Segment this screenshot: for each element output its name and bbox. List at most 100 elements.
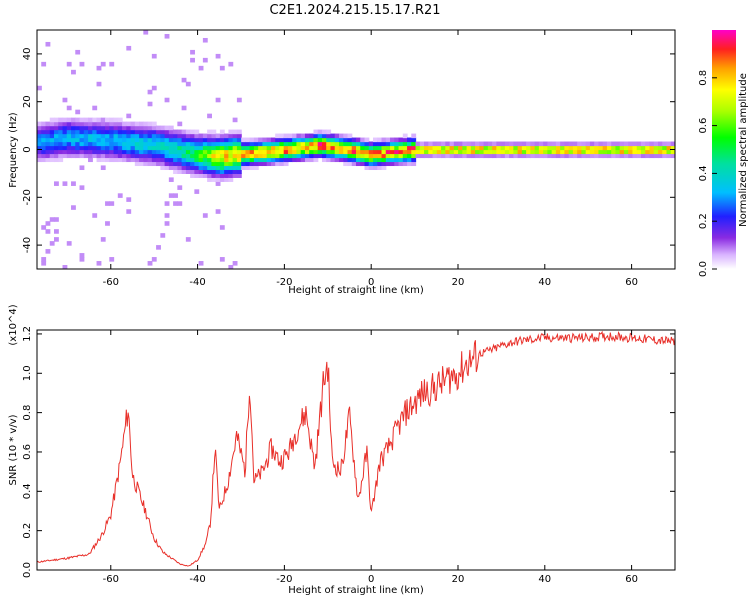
heatmap-cell bbox=[185, 141, 191, 147]
heatmap-cell bbox=[373, 161, 378, 167]
heatmap-cell bbox=[58, 133, 64, 139]
heatmap-cell bbox=[262, 145, 268, 151]
heatmap-cell bbox=[296, 137, 302, 143]
heatmap-cell bbox=[283, 161, 289, 167]
heatmap-cell bbox=[657, 149, 663, 155]
heatmap-cell bbox=[598, 141, 604, 147]
heatmap-cell bbox=[79, 137, 85, 143]
heatmap-cell bbox=[500, 149, 506, 155]
heatmap-cell bbox=[71, 69, 76, 75]
heatmap-cell bbox=[309, 141, 315, 147]
heatmap-cell bbox=[640, 141, 646, 147]
heatmap-cell bbox=[253, 153, 259, 159]
heatmap-cell bbox=[215, 145, 221, 151]
heatmap-cell bbox=[117, 141, 123, 147]
heatmap-cell bbox=[181, 129, 187, 135]
heatmap-cell bbox=[236, 137, 242, 143]
heatmap-cell bbox=[190, 49, 195, 55]
heatmap-cell bbox=[623, 145, 629, 151]
heatmap-cell bbox=[58, 149, 64, 155]
heatmap-cell bbox=[228, 169, 234, 174]
heatmap-cell bbox=[381, 141, 387, 147]
heatmap-cell bbox=[475, 153, 480, 159]
heatmap-cell bbox=[88, 157, 93, 163]
heatmap-cell bbox=[173, 141, 178, 147]
heatmap-cell bbox=[215, 133, 221, 139]
heatmap-cell bbox=[640, 149, 646, 155]
y-tick-label: 0 bbox=[22, 146, 33, 152]
heatmap-cell bbox=[49, 117, 55, 123]
heatmap-cell bbox=[449, 145, 455, 151]
heatmap-cell bbox=[330, 149, 336, 155]
heatmap-cell bbox=[151, 129, 157, 135]
heatmap-cell bbox=[190, 165, 195, 171]
heatmap-cell bbox=[41, 257, 47, 262]
heatmap-cell bbox=[287, 137, 293, 143]
heatmap-cell bbox=[207, 113, 212, 119]
heatmap-cell bbox=[266, 153, 272, 159]
heatmap-cell bbox=[45, 149, 51, 155]
heatmap-cell bbox=[606, 145, 612, 151]
heatmap-cell bbox=[262, 161, 268, 167]
heatmap-cell bbox=[96, 153, 102, 159]
heatmap-cell bbox=[632, 145, 638, 151]
heatmap-cell bbox=[279, 153, 285, 159]
heatmap-cell bbox=[100, 137, 106, 143]
heatmap-cell bbox=[245, 161, 251, 167]
heatmap-cell bbox=[96, 145, 102, 151]
heatmap-cell bbox=[483, 141, 489, 147]
heatmap-cell bbox=[636, 149, 642, 155]
heatmap-cell bbox=[666, 141, 672, 147]
heatmap-cell bbox=[577, 149, 583, 155]
heatmap-cell bbox=[551, 145, 557, 151]
heatmap-cell bbox=[62, 129, 68, 135]
heatmap-cell bbox=[326, 133, 332, 139]
heatmap-cell bbox=[347, 133, 353, 139]
heatmap-cell bbox=[534, 149, 540, 155]
heatmap-cell bbox=[509, 141, 514, 147]
heatmap-cell bbox=[100, 141, 106, 147]
heatmap-cell bbox=[54, 181, 59, 186]
heatmap-cell bbox=[105, 129, 110, 135]
heatmap-cell bbox=[79, 257, 85, 262]
heatmap-cell bbox=[245, 141, 251, 147]
heatmap-cell bbox=[236, 97, 242, 103]
heatmap-cell bbox=[330, 157, 336, 163]
heatmap-cell bbox=[58, 157, 64, 163]
heatmap-cell bbox=[134, 137, 140, 143]
heatmap-cell bbox=[594, 149, 600, 155]
x-tick-label: -20 bbox=[276, 574, 292, 585]
x-tick-label: 0 bbox=[368, 574, 374, 585]
heatmap-cell bbox=[343, 133, 349, 139]
heatmap-cell bbox=[377, 137, 383, 143]
heatmap-cell bbox=[236, 173, 242, 178]
heatmap-cell bbox=[373, 165, 378, 171]
heatmap-cell bbox=[381, 149, 387, 155]
heatmap-cell bbox=[343, 145, 349, 151]
heatmap-cell bbox=[185, 133, 191, 139]
heatmap-cell bbox=[126, 133, 132, 139]
heatmap-cell bbox=[441, 145, 446, 151]
y-tick-label: 40 bbox=[22, 48, 33, 61]
heatmap-cell bbox=[232, 133, 238, 139]
heatmap-cell bbox=[602, 153, 608, 159]
heatmap-cell bbox=[534, 141, 540, 147]
heatmap-cell bbox=[428, 145, 434, 151]
heatmap-cell bbox=[415, 141, 421, 147]
heatmap-cell bbox=[224, 169, 229, 174]
heatmap-cell bbox=[419, 149, 425, 155]
heatmap-cell bbox=[37, 157, 42, 163]
heatmap-cell bbox=[37, 121, 42, 127]
heatmap-cell bbox=[143, 141, 149, 147]
heatmap-cell bbox=[185, 153, 191, 159]
heatmap-cell bbox=[143, 30, 149, 35]
heatmap-cell bbox=[185, 145, 191, 151]
heatmap-cell bbox=[594, 145, 600, 151]
heatmap-cell bbox=[364, 161, 370, 167]
heatmap-cell bbox=[156, 157, 161, 163]
heatmap-cell bbox=[551, 149, 557, 155]
heatmap-cell bbox=[313, 137, 319, 143]
heatmap-cell bbox=[71, 145, 76, 151]
heatmap-cell bbox=[364, 141, 370, 147]
heatmap-cell bbox=[360, 161, 366, 167]
